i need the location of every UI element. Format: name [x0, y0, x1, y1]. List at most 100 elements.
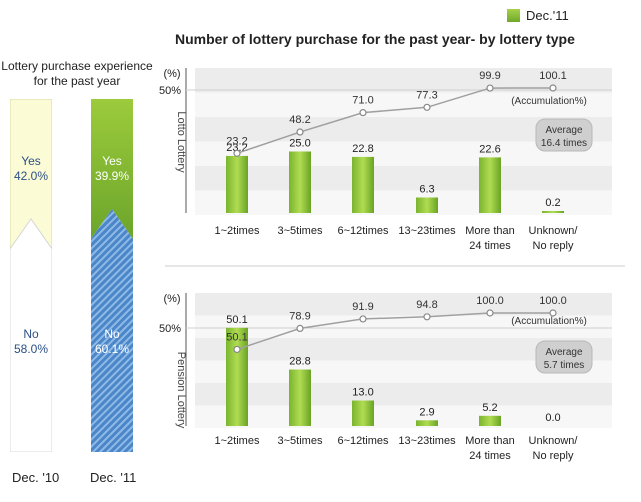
- legend: Dec.'11: [507, 8, 569, 23]
- pension-series-name: Pension Lottery: [175, 352, 187, 429]
- pension-bar-label: 2.9: [419, 406, 434, 418]
- left-panel-title-line1: Lottery purchase experience: [1, 59, 153, 73]
- lotto-accumulation-label: 71.0: [352, 95, 373, 107]
- pension-accumulation-label: 100.0: [539, 295, 567, 307]
- pension-category-label: 24 times: [469, 450, 511, 462]
- dec10-no-text: No: [23, 327, 39, 341]
- lotto-bar-label: 22.8: [352, 143, 373, 155]
- lotto-accumulation-label: 77.3: [416, 89, 437, 101]
- pension-category-label: 6~12times: [337, 435, 389, 447]
- pension-category-label: Unknown/: [529, 435, 579, 447]
- lotto-bar: [289, 151, 311, 213]
- lotto-category-label: 3~5times: [278, 225, 323, 237]
- left-panel-title: Lottery purchase experience for the past…: [0, 59, 154, 89]
- lotto-accumulation-label: 100.1: [539, 70, 567, 82]
- lotto-band: [195, 166, 612, 191]
- pension-ylabel: (%): [163, 293, 180, 305]
- lotto-bar-label: 22.6: [479, 143, 500, 155]
- pension-accumulation-point: [296, 324, 304, 333]
- pension-accumulation-point: [549, 309, 557, 317]
- lotto-bar: [479, 157, 501, 213]
- pension-accumulation-label: 50.1: [226, 331, 247, 343]
- lotto-accumulation-label: 48.2: [289, 114, 310, 126]
- pension-bar-label: 28.8: [289, 356, 310, 368]
- dec10-no-label: No 58.0%: [10, 327, 52, 357]
- pension-bar: [226, 327, 248, 426]
- pension-band: [195, 383, 612, 406]
- lotto-average-value: 16.4 times: [541, 138, 587, 149]
- pension-accumulation-point: [359, 315, 367, 323]
- lotto-bar: [226, 155, 248, 213]
- lotto-accumulation-line: [236, 87, 554, 154]
- lotto-accumulation-point: [486, 84, 494, 92]
- lotto-average-badge: [535, 118, 593, 152]
- lotto-accumulation-label: 23.2: [226, 135, 247, 147]
- pension-category-label: No reply: [533, 450, 574, 462]
- pension-bar-label: 13.0: [352, 387, 373, 399]
- lotto-accumulation-point: [233, 149, 241, 157]
- stacked-bar-dec11-shape: [91, 99, 133, 452]
- pension-bar-label: 5.2: [482, 402, 497, 414]
- pension-category-label: 3~5times: [278, 435, 323, 447]
- left-panel-title-line2: for the past year: [33, 74, 121, 88]
- pension-ytick-50: 50%: [159, 323, 181, 335]
- dec11-yes-text: Yes: [102, 154, 122, 168]
- lotto-band: [195, 92, 612, 117]
- pension-average-badge: [535, 340, 593, 374]
- pension-accumulation-label: 78.9: [289, 310, 310, 322]
- pension-bar: [479, 415, 501, 426]
- lotto-ylabel: (%): [163, 68, 180, 80]
- legend-swatch: [507, 9, 520, 22]
- lotto-category-label: 6~12times: [337, 225, 389, 237]
- dec11-no-label: No 60.1%: [91, 327, 133, 357]
- dec11-no-text: No: [104, 327, 120, 341]
- dec11-yes-label: Yes 39.9%: [91, 154, 133, 184]
- stacked-bar-dec11: Yes 39.9% No 60.1%: [91, 99, 133, 452]
- pension-band: [195, 338, 612, 361]
- lotto-average-title: Average: [545, 125, 583, 136]
- pension-chart: (%) 50% Pension Lottery 50.1 28.8 13.0 2.9 5.2 0…: [159, 265, 625, 462]
- lotto-bar-label: 25.0: [289, 138, 310, 150]
- year-label-dec11: Dec. '11: [90, 470, 137, 485]
- lotto-accumulation-point: [359, 109, 367, 117]
- dec10-yes-value: 42.0%: [13, 169, 49, 183]
- pension-accumulation-line: [236, 312, 553, 351]
- lotto-category-label: No reply: [533, 240, 574, 252]
- lotto-bar: [416, 197, 438, 213]
- lotto-category-label: Unknown/: [529, 225, 579, 237]
- dec11-yes-value: 39.9%: [94, 169, 130, 183]
- pension-accumulation-point: [233, 345, 241, 354]
- lotto-category-label: 1~2times: [215, 225, 260, 237]
- pension-bar: [352, 400, 374, 426]
- dec10-yes-label: Yes 42.0%: [10, 154, 52, 184]
- pension-category-label: 13~23times: [398, 435, 456, 447]
- lotto-ytick-50: 50%: [159, 85, 181, 97]
- pension-accumulation-point: [423, 313, 431, 321]
- pension-bar-label: 0.0: [545, 412, 560, 424]
- pension-band: [195, 293, 612, 316]
- dec10-yes-text: Yes: [21, 154, 41, 168]
- pension-category-label: More than: [465, 435, 515, 447]
- pension-bar: [289, 369, 311, 426]
- lotto-accumulation-point: [423, 103, 431, 111]
- lotto-chart: (%) 50% Lotto Lottery 23.2 25.0 22.8 6.3 22.6 0.…: [159, 68, 612, 252]
- stacked-bar-dec10: Yes 42.0% No 58.0%: [10, 99, 52, 452]
- pension-average-value: 5.7 times: [544, 360, 585, 371]
- lotto-bar: [542, 211, 564, 213]
- dec11-no-value: 60.1%: [94, 342, 130, 356]
- lotto-category-label: 13~23times: [398, 225, 456, 237]
- year-label-dec10: Dec. '10: [12, 470, 60, 485]
- pension-accumulation-label: 100.0: [476, 295, 504, 307]
- stacked-bar-dec10-shape: [10, 99, 52, 452]
- pension-accumulation-label: 94.8: [416, 299, 437, 311]
- pension-category-label: 1~2times: [215, 435, 260, 447]
- pension-accumulation-point: [486, 309, 494, 317]
- lotto-series-name: Lotto Lottery: [175, 111, 187, 173]
- dec10-no-value: 58.0%: [13, 342, 49, 356]
- pension-accumulation-label: 91.9: [352, 301, 373, 313]
- lotto-accumulation-label: 99.9: [479, 70, 500, 82]
- lotto-category-label: 24 times: [469, 240, 511, 252]
- lotto-accumulation-point: [296, 128, 304, 136]
- legend-label: Dec.'11: [526, 8, 569, 23]
